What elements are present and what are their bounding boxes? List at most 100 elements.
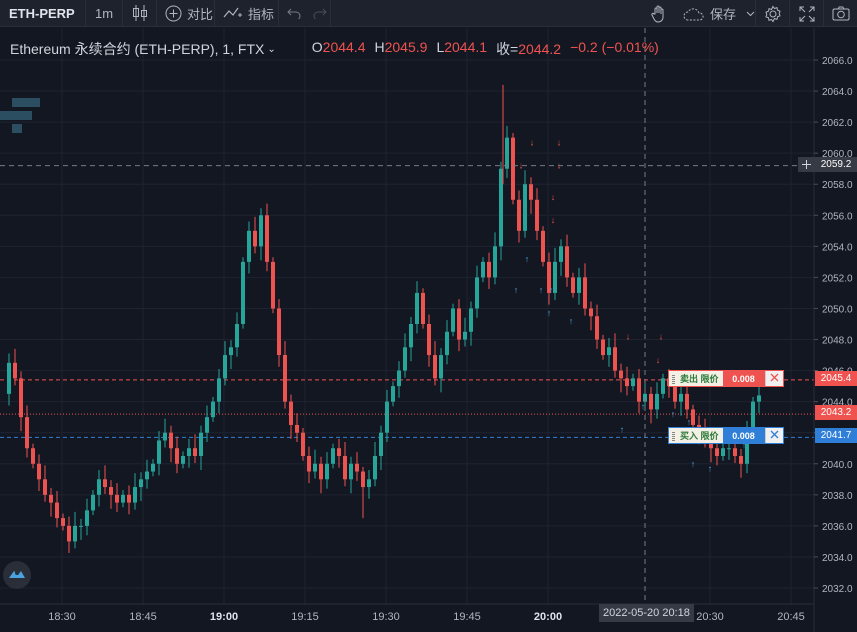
candle-body [31,448,35,464]
candle-body [91,494,95,511]
candle-body [253,230,257,247]
high-value: 2045.9 [384,39,428,55]
add-alert-button[interactable] [798,157,815,172]
sell-order-label[interactable]: 卖出 限价 [669,371,723,386]
time-tick-label: 19:15 [291,611,319,623]
symbol-title[interactable]: Ethereum 永续合约 (ETH-PERP), 1, FTX ⌄ [10,41,276,57]
price-tick-label: 2060.0 [822,149,853,160]
sell-order-cancel-button[interactable] [764,371,783,386]
price-tick-label: 2054.0 [822,242,853,253]
candle-body [559,246,563,262]
candle-body [61,518,65,526]
change-value: −0.2 (−0.01%) [570,39,659,55]
candle-body [727,448,731,450]
tradingview-logo-button[interactable] [3,561,31,589]
candle-body [283,355,287,402]
price-tick-label: 2034.0 [822,553,853,564]
undo-button[interactable] [279,0,305,27]
buy-marker: ↑ [620,425,625,435]
buy-marker: ↑ [547,308,552,318]
candle-body [403,347,407,371]
candle-body [343,456,347,480]
candle-body [751,401,755,433]
time-tick-label: 18:30 [48,611,76,623]
candle-body [505,137,509,169]
save-button[interactable]: 保存 [675,0,755,27]
candle-body [211,401,215,418]
buy-marker: ↑ [687,417,692,427]
candle-body [445,331,449,356]
candle-body [325,463,329,480]
candle-body [493,246,497,278]
tile-2 [0,111,12,120]
redo-icon [313,7,327,19]
buy-marker: ↑ [691,459,696,469]
tile-4 [12,124,22,133]
low-value: 2044.1 [444,39,488,55]
candle-body [43,479,47,495]
candle-body [7,362,11,394]
candle-body [223,355,227,379]
candle-body [739,456,743,464]
candle-body [427,324,431,356]
candle-body [547,261,551,293]
candle-body [661,378,665,394]
buy-limit-order[interactable]: 买入 限价 0.008 [668,427,784,444]
settings-button[interactable] [755,0,789,27]
hand-tool-button[interactable] [643,0,675,27]
fullscreen-button[interactable] [789,0,823,27]
candle-body [115,494,119,503]
candle-body [271,261,275,309]
price-tick-label: 2044.0 [822,398,853,409]
price-tick-label: 2058.0 [822,180,853,191]
candle-body [301,432,305,456]
hand-icon [651,5,667,23]
compare-button[interactable]: 对比 [157,0,215,27]
candle-body [685,393,689,410]
ohlc-values: O2044.4 H2045.9 L2044.1 收=2044.2 −0.2 (−… [311,39,659,57]
candle-body [151,463,155,472]
price-tick-label: 2036.0 [822,522,853,533]
chart-legend: Ethereum 永续合约 (ETH-PERP), 1, FTX ⌄ O2044.… [10,39,659,59]
candle-body [181,456,185,464]
candle-body [313,463,317,472]
time-tick-label: 20:30 [696,611,724,623]
candle-body [55,502,59,519]
candle-body [13,362,17,379]
candle-body [637,378,641,402]
candle-body [289,401,293,425]
candle-body [247,230,251,262]
gear-icon [764,5,782,23]
candle-body [355,463,359,472]
candle-body [145,471,149,480]
sell-order-qty[interactable]: 0.008 [722,371,765,386]
candle-body [367,479,371,488]
candle-body [307,456,311,472]
time-tick-label: 20:45 [777,611,805,623]
buy-marker: ↑ [569,316,574,326]
save-label: 保存 [710,7,737,22]
candle-body [529,184,533,200]
time-tick-label: 19:30 [372,611,400,623]
interval-button[interactable]: 1m [86,0,123,27]
sell-limit-order[interactable]: 卖出 限价 0.008 [668,370,784,387]
buy-order-cancel-button[interactable] [764,428,783,443]
candlestick-icon [132,4,148,22]
buy-order-qty[interactable]: 0.008 [722,428,765,443]
buy-order-label[interactable]: 买入 限价 [669,428,723,443]
candle-body [157,440,161,464]
close-icon [770,430,779,441]
symbol-button[interactable]: ETH-PERP [0,0,86,27]
candle-body [79,525,83,527]
indicators-button[interactable]: 指标 [215,0,279,27]
candle-body [709,440,713,449]
candle-body [349,463,353,480]
candle-body [229,347,233,356]
candle-body [19,378,23,418]
chart-type-button[interactable] [123,0,157,27]
redo-button[interactable] [305,0,331,27]
candle-body [361,471,365,488]
sell-order-price-tag: 2045.4 [815,371,857,386]
screenshot-button[interactable] [823,0,857,27]
